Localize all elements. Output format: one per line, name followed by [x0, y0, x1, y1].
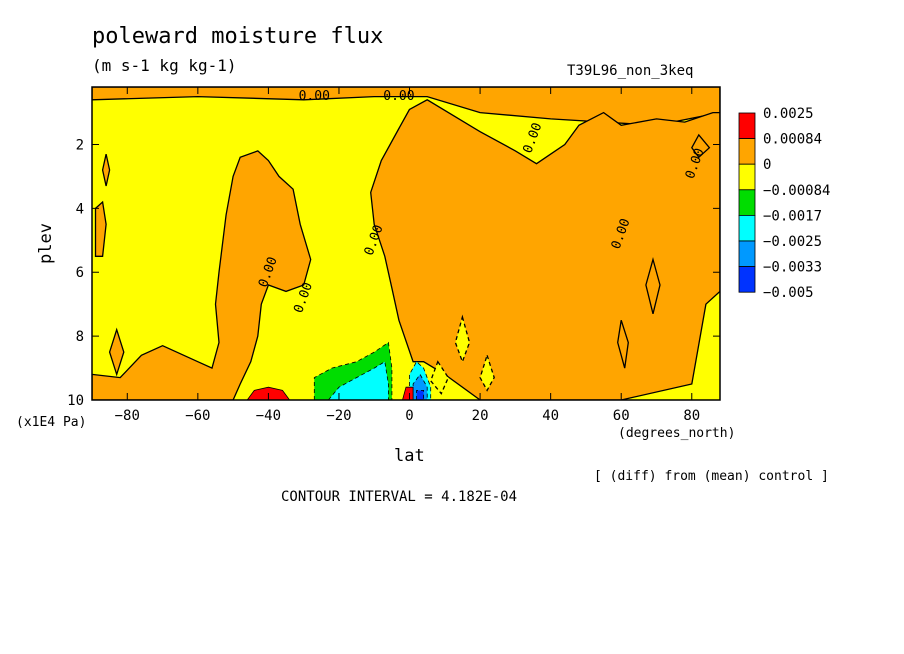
- y-axis-units: (x1E4 Pa): [16, 415, 87, 430]
- legend-label: −0.005: [763, 285, 814, 301]
- y-tick-label: 6: [76, 265, 84, 281]
- legend-swatch: [738, 189, 756, 216]
- contour-region-7: [645, 257, 661, 314]
- legend-label: −0.00084: [763, 183, 830, 199]
- y-tick-label: 10: [67, 393, 84, 409]
- x-tick-label: 20: [472, 408, 489, 424]
- y-tick-label: 8: [76, 329, 84, 345]
- x-tick-label: 0: [405, 408, 413, 424]
- contour-region-10: [479, 353, 495, 392]
- contour-region-3: [94, 200, 107, 257]
- legend-swatch: [738, 214, 756, 242]
- contour-region-2: [92, 150, 312, 400]
- x-tick-label: −80: [115, 408, 140, 424]
- x-tick-label: −20: [326, 408, 351, 424]
- x-tick-label: 80: [683, 408, 700, 424]
- run-label: T39L96_non_3keq: [567, 63, 694, 79]
- contour-region-6: [617, 320, 629, 369]
- x-tick-label: −60: [185, 408, 210, 424]
- legend-swatch: [738, 138, 756, 165]
- x-axis-units: (degrees_north): [618, 426, 736, 441]
- plot-frame: [91, 86, 721, 401]
- contour-region-1: [370, 99, 720, 400]
- chart-title: poleward moisture flux: [92, 24, 384, 49]
- chart-units: (m s-1 kg kg-1): [92, 56, 237, 75]
- contour-region-18: [402, 386, 414, 400]
- contour-region-5: [101, 153, 111, 187]
- legend-swatch: [738, 240, 756, 268]
- contour-region-16: [416, 389, 425, 400]
- legend-swatch: [738, 266, 756, 293]
- contour-region-11: [429, 360, 450, 395]
- legend-label: −0.0033: [763, 260, 822, 276]
- diff-note: [ (diff) from (mean) control ]: [594, 469, 829, 484]
- y-tick-label: 2: [76, 137, 84, 153]
- contour-label: 0.00: [299, 89, 330, 104]
- x-tick-label: 40: [542, 408, 559, 424]
- legend-label: −0.0025: [763, 234, 822, 250]
- contour-region-8: [691, 133, 711, 159]
- y-tick-label: 4: [76, 201, 84, 217]
- legend-swatch: [738, 112, 756, 140]
- contour-region-9: [454, 314, 471, 364]
- contour-region-13: [327, 361, 389, 400]
- x-tick-label: 60: [613, 408, 630, 424]
- legend-label: 0.0025: [763, 106, 814, 122]
- legend-label: 0.00084: [763, 132, 822, 148]
- contour-region-4: [108, 327, 125, 377]
- legend-swatch: [738, 163, 756, 191]
- legend-label: −0.0017: [763, 208, 822, 224]
- legend-label: 0: [763, 157, 771, 173]
- contour-label: 0.00: [383, 89, 414, 104]
- contour-interval: CONTOUR INTERVAL = 4.182E-04: [281, 489, 518, 505]
- x-tick-label: −40: [256, 408, 281, 424]
- contour-region-0: [92, 87, 720, 126]
- x-axis-label: lat: [394, 446, 425, 466]
